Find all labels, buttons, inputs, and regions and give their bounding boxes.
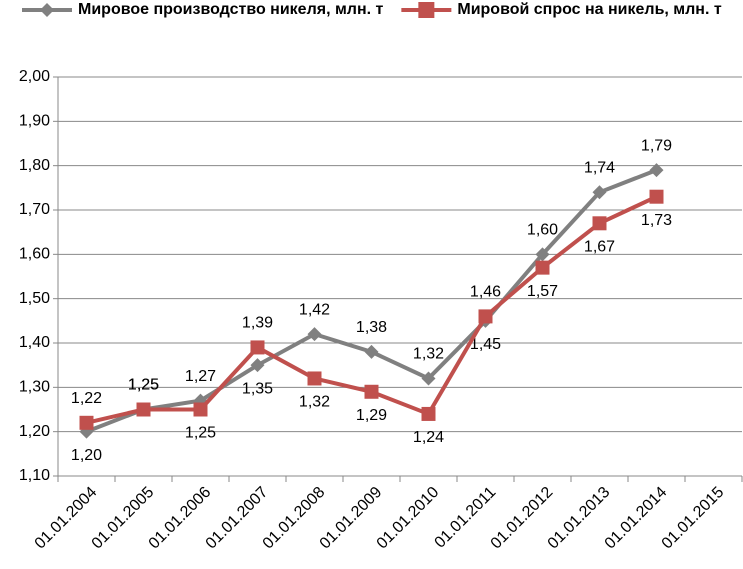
marker bbox=[649, 189, 664, 204]
data-label: 1,25 bbox=[128, 377, 159, 394]
data-label: 1,73 bbox=[641, 212, 672, 229]
legend-label: Мировое производство никеля, млн. т bbox=[78, 1, 384, 18]
marker bbox=[79, 415, 94, 430]
x-tick-label: 01.01.2010 bbox=[374, 484, 443, 553]
data-label: 1,25 bbox=[128, 377, 159, 394]
data-label: 1,24 bbox=[413, 429, 444, 446]
y-tick-label: 2,00 bbox=[19, 68, 50, 85]
marker bbox=[421, 371, 436, 386]
marker bbox=[193, 402, 208, 417]
legend-marker bbox=[40, 3, 54, 17]
marker bbox=[535, 260, 550, 275]
y-tick-label: 1,10 bbox=[19, 467, 50, 484]
x-tick-label: 01.01.2015 bbox=[659, 484, 728, 553]
marker bbox=[649, 163, 664, 178]
y-tick-label: 1,40 bbox=[19, 334, 50, 351]
data-label: 1,46 bbox=[470, 284, 501, 301]
marker bbox=[421, 406, 436, 421]
marker bbox=[307, 327, 322, 342]
y-tick-label: 1,60 bbox=[19, 246, 50, 263]
marker bbox=[592, 185, 607, 200]
data-label: 1,67 bbox=[584, 239, 615, 256]
marker bbox=[592, 216, 607, 231]
data-label: 1,60 bbox=[527, 222, 558, 239]
data-label: 1,38 bbox=[356, 319, 387, 336]
data-label: 1,57 bbox=[527, 283, 558, 300]
y-tick-label: 1,30 bbox=[19, 379, 50, 396]
data-label: 1,35 bbox=[242, 380, 273, 397]
legend-label: Мировой спрос на никель, млн. т bbox=[457, 1, 721, 18]
marker bbox=[250, 358, 265, 373]
data-label: 1,20 bbox=[71, 447, 102, 464]
data-label: 1,32 bbox=[299, 394, 330, 411]
marker bbox=[535, 247, 550, 262]
data-label: 1,27 bbox=[185, 368, 216, 385]
marker bbox=[364, 344, 379, 359]
data-label: 1,39 bbox=[242, 315, 273, 332]
marker bbox=[136, 402, 151, 417]
marker bbox=[307, 371, 322, 386]
marker bbox=[478, 309, 493, 324]
data-label: 1,74 bbox=[584, 159, 615, 176]
data-label: 1,32 bbox=[413, 346, 444, 363]
y-tick-label: 1,80 bbox=[19, 157, 50, 174]
y-tick-label: 1,90 bbox=[19, 113, 50, 130]
data-label: 1,25 bbox=[185, 425, 216, 442]
y-tick-label: 1,50 bbox=[19, 290, 50, 307]
y-tick-label: 1,20 bbox=[19, 423, 50, 440]
data-label: 1,29 bbox=[356, 407, 387, 424]
data-label: 1,42 bbox=[299, 301, 330, 318]
data-label: 1,79 bbox=[641, 137, 672, 154]
data-label: 1,45 bbox=[470, 336, 501, 353]
y-tick-label: 1,70 bbox=[19, 201, 50, 218]
legend-marker bbox=[418, 2, 435, 18]
marker bbox=[250, 340, 265, 355]
marker bbox=[364, 384, 379, 399]
data-label: 1,22 bbox=[71, 390, 102, 407]
